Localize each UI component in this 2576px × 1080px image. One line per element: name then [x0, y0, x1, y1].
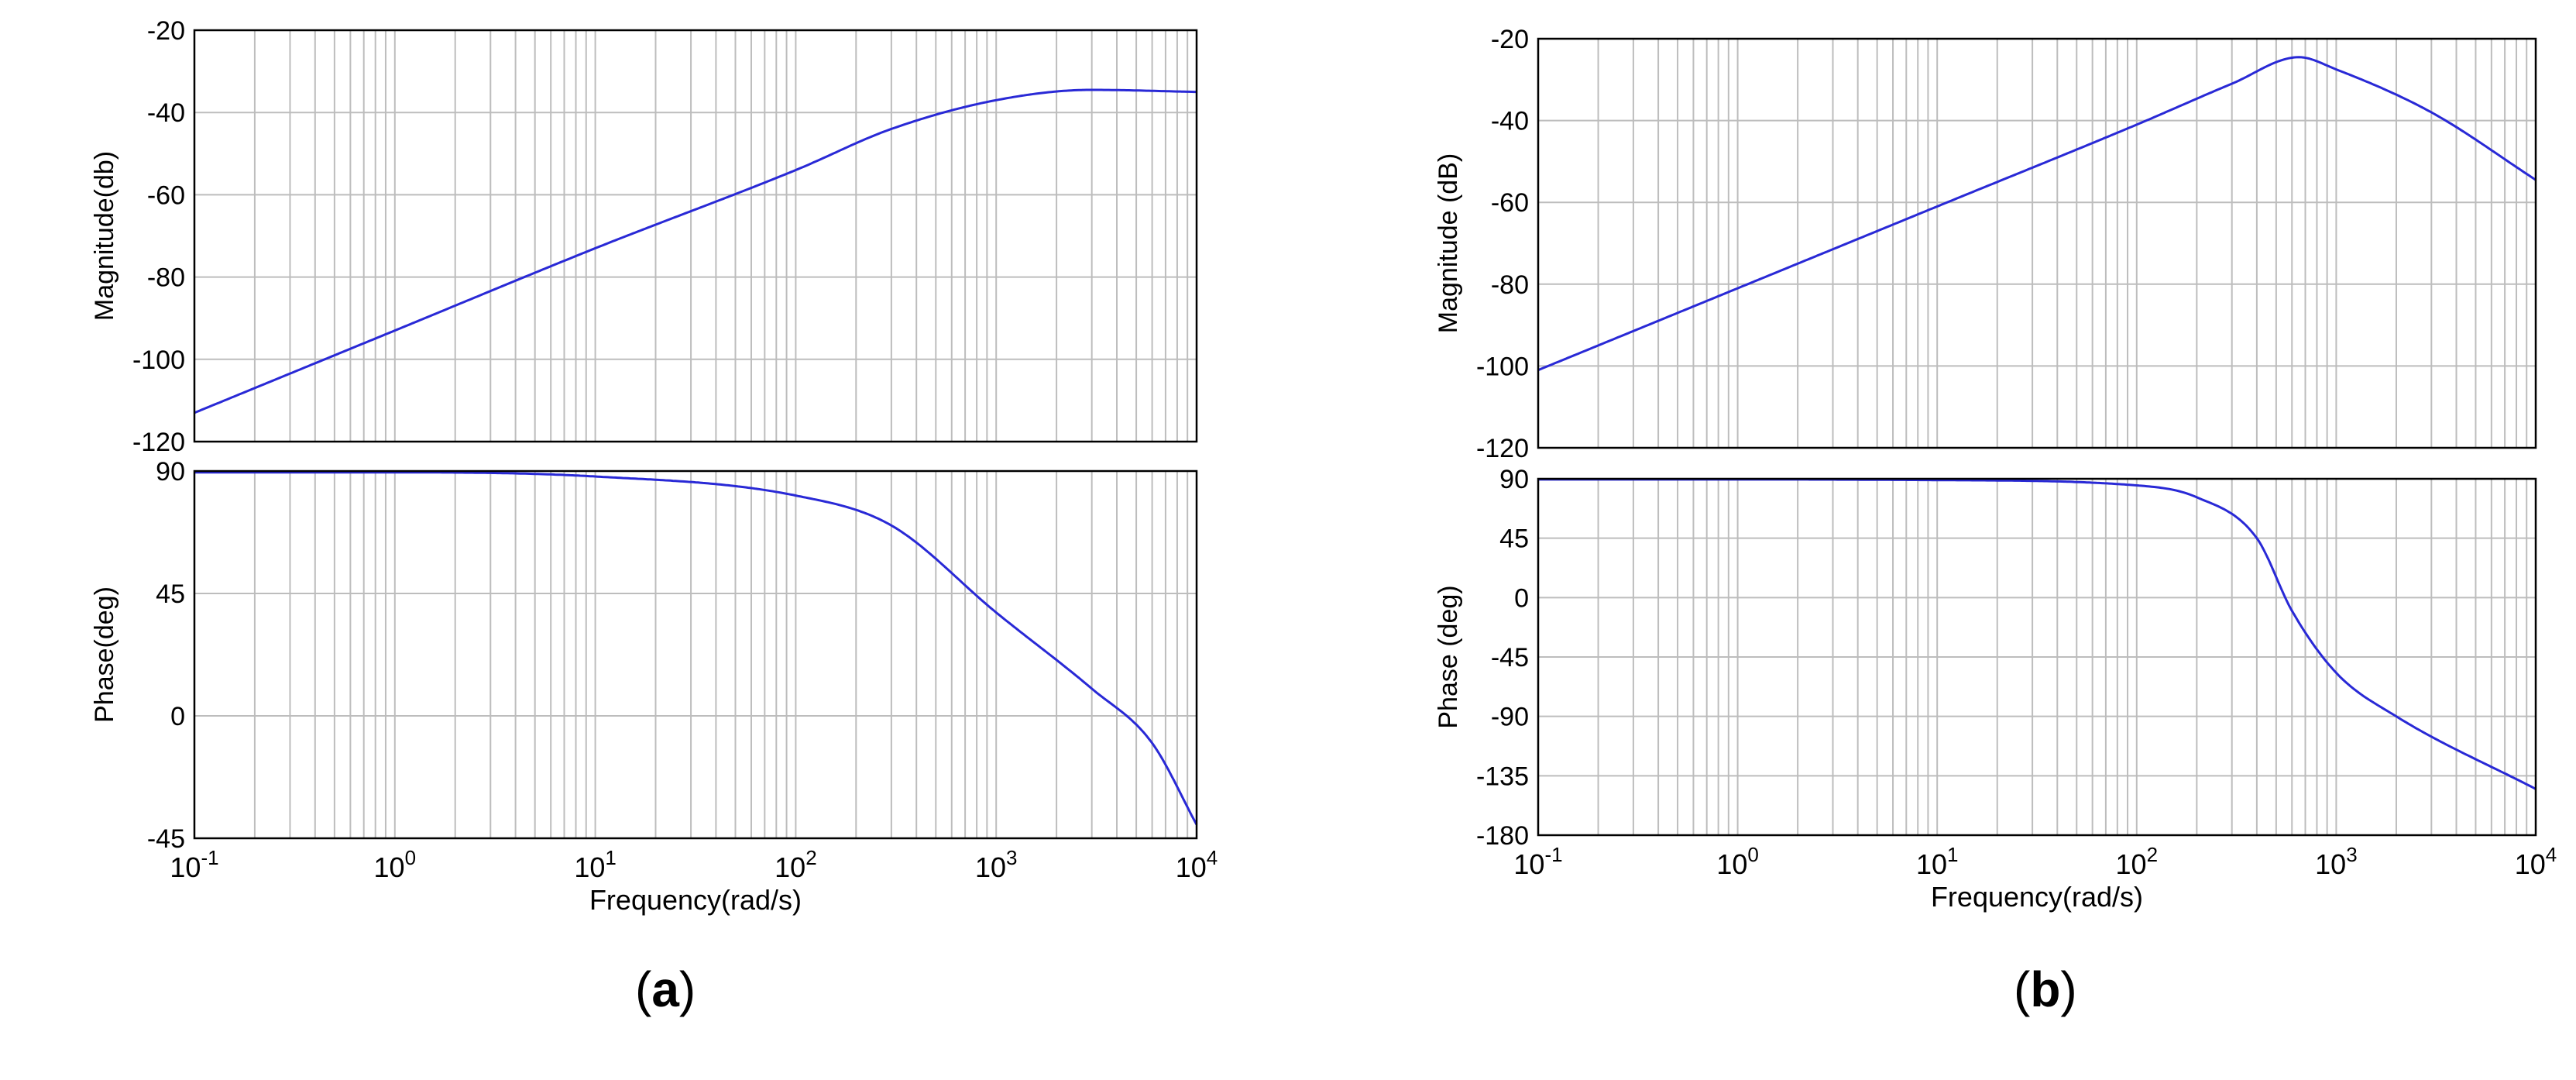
x-tick-label: 103 [2315, 843, 2358, 880]
y-tick-label: 0 [170, 702, 185, 731]
y-tick-label: -80 [147, 263, 185, 293]
y-tick-label: 90 [1499, 465, 1529, 494]
plot-b-magnitude: -20 -40 -60 -80 -100 -120 Magnitude (dB) [1434, 25, 2537, 463]
panel-label-b-letter: b [2030, 961, 2061, 1017]
x-tick-label: 100 [1716, 843, 1759, 880]
x-tick-label: 104 [1176, 846, 1218, 883]
x-tick-label: 101 [574, 846, 617, 883]
x-tick-label: 10-1 [1513, 843, 1562, 880]
x-axis-label: Frequency(rad/s) [1931, 881, 2143, 913]
series-line-b-magnitude [1537, 56, 2537, 372]
y-tick-label: -100 [1476, 352, 1529, 381]
y-axis-label: Phase (deg) [1434, 585, 1463, 728]
x-axis-label: Frequency(rad/s) [589, 884, 802, 916]
y-tick-label: 90 [156, 457, 185, 487]
plot-a-magnitude: -20 -40 -60 -80 -100 -120 Magnitude(db) [90, 16, 1198, 457]
y-tick-label: -40 [1491, 107, 1529, 136]
y-tick-label: -60 [1491, 188, 1529, 218]
y-tick-label: -20 [1491, 25, 1529, 54]
series-line-b-phase [1538, 478, 2537, 790]
y-tick-label: -120 [132, 428, 185, 457]
y-tick-label: -135 [1476, 762, 1529, 791]
panel-label-a-close: ) [678, 961, 696, 1017]
x-tick-label: 102 [775, 846, 817, 883]
x-tick-label: 103 [975, 846, 1018, 883]
y-tick-label: -80 [1491, 270, 1529, 300]
y-axis-label: Magnitude (dB) [1434, 153, 1463, 333]
panel-label-b-close: ) [2060, 961, 2077, 1017]
panel-label-a-letter: a [651, 961, 679, 1017]
series-line-a-magnitude [194, 88, 1197, 414]
x-tick-label: 102 [2116, 843, 2159, 880]
axes-frame [193, 29, 1198, 443]
x-tick-label: 10-1 [170, 846, 218, 883]
y-axis-label: Phase(deg) [90, 586, 119, 723]
plot-a-phase: 90 45 0 -45 Phase(deg) 10-1 100 101 102 103 104 Fre… [90, 457, 1218, 916]
panel-label-a-open: ( [635, 961, 652, 1017]
panel-label-a: (a) [635, 961, 696, 1018]
plot-b-phase: 90 45 0 -45 -90 -135 -180 Phase (deg) 10-1 100 101… [1434, 465, 2557, 913]
y-tick-label: -60 [147, 181, 185, 210]
panel-label-b-open: ( [2014, 961, 2031, 1017]
y-tick-label: -45 [147, 824, 185, 854]
axes-frame [193, 469, 1198, 840]
y-tick-label: -180 [1476, 821, 1529, 851]
y-tick-label: -20 [147, 16, 185, 46]
y-tick-label: 45 [1499, 525, 1529, 554]
x-tick-label: 104 [2515, 843, 2557, 880]
axes-frame [1537, 477, 2537, 837]
y-tick-label: -45 [1491, 643, 1529, 672]
y-tick-label: -40 [147, 98, 185, 128]
y-axis-label: Magnitude(db) [90, 151, 119, 321]
axes-frame [1537, 37, 2537, 449]
x-tick-label: 101 [1916, 843, 1959, 880]
y-tick-label: -120 [1476, 434, 1529, 463]
x-tick-label: 100 [374, 846, 417, 883]
y-tick-label: 0 [1514, 583, 1529, 613]
series-line-a-phase [194, 471, 1198, 826]
y-tick-label: -90 [1491, 703, 1529, 732]
y-tick-label: 45 [156, 580, 185, 609]
y-tick-label: -100 [132, 346, 185, 375]
panel-label-b: (b) [2014, 961, 2077, 1018]
